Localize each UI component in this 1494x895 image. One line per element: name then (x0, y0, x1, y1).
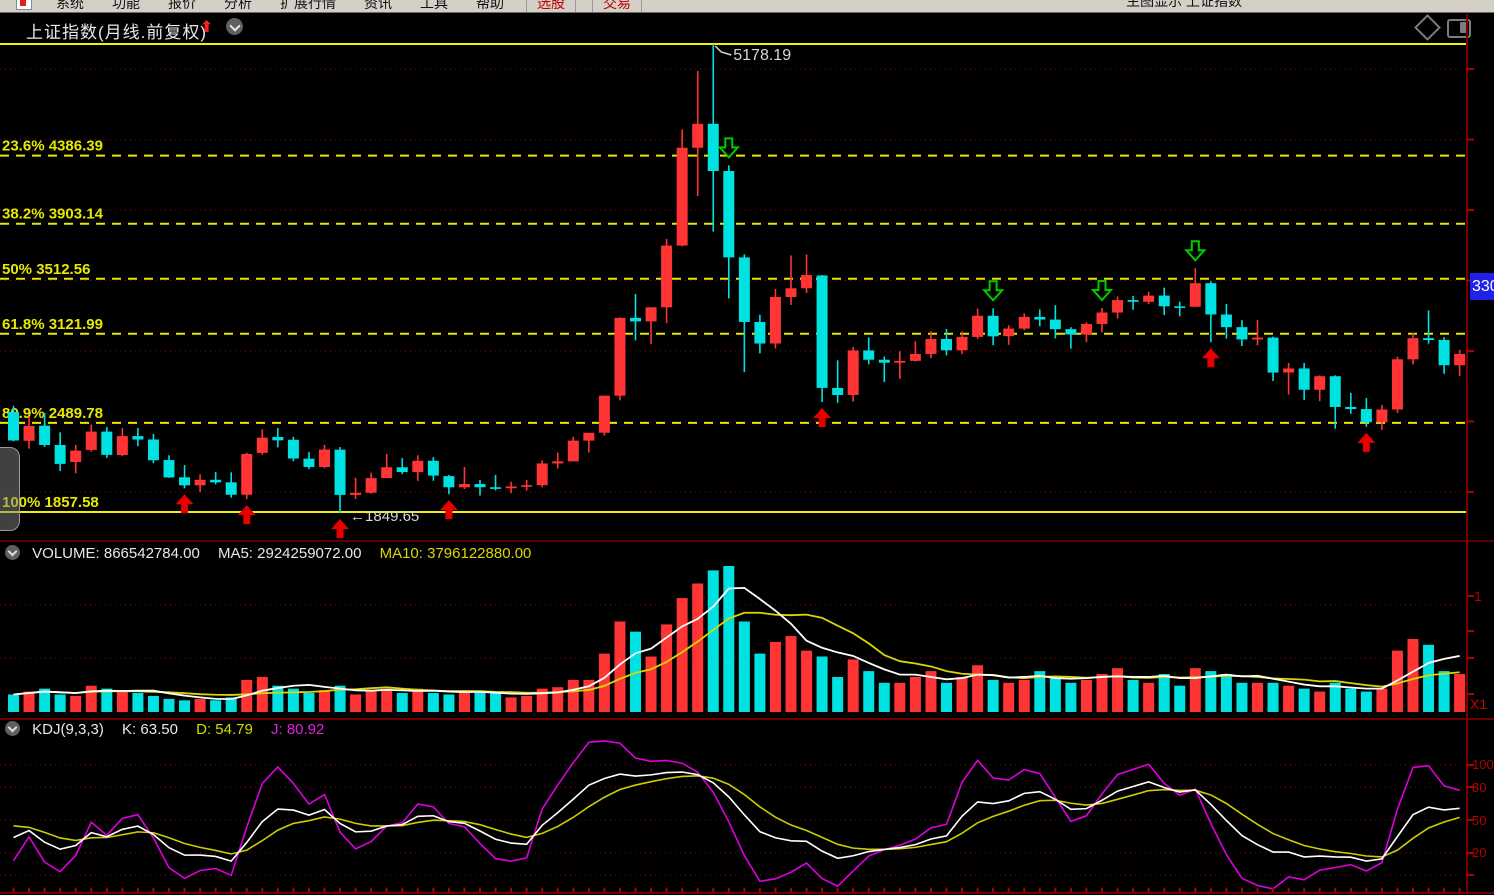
app-logo-icon (16, 0, 32, 10)
up-trend-arrow-icon: ⬆ (200, 19, 214, 36)
volume-value: VOLUME: 866542784.00 (32, 545, 200, 562)
kdj-k-value: K: 63.50 (122, 721, 178, 738)
fibonacci-levels: 23.6% 4386.39 38.2% 3903.14 50% 3512.56 61.… (0, 43, 1467, 513)
kdj-d-value: D: 54.79 (196, 721, 253, 738)
menu-item-highlight[interactable]: 选股 (526, 0, 576, 12)
kdj-axis-label-80: 80 (1472, 780, 1487, 795)
date-axis (0, 888, 1494, 894)
chart-title: 上证指数(月线.前复权) (26, 23, 208, 42)
candlestick-series[interactable] (8, 44, 1466, 514)
menu-item[interactable]: 工具 (420, 0, 448, 11)
menu-item[interactable]: 报价 (168, 0, 196, 11)
menu-item[interactable]: 资讯 (364, 0, 392, 11)
svg-text:80.9% 2489.78: 80.9% 2489.78 (2, 405, 103, 422)
chart-title-bar: 上证指数(月线.前复权) ⬆ (0, 14, 1494, 42)
menu-item[interactable]: 帮助 (476, 0, 504, 11)
pane-separators (0, 540, 1494, 720)
menu-item[interactable]: 分析 (224, 0, 252, 11)
kdj-axis-label-100: 100 (1472, 757, 1494, 772)
menu-right-text: 主图显示 上证指数 (1126, 0, 1242, 9)
svg-text:100% 1857.58: 100% 1857.58 (2, 494, 99, 511)
scroll-left-overlay[interactable] (0, 447, 20, 531)
menu-item[interactable]: 系统 (56, 0, 84, 11)
collapse-pane-icon[interactable] (5, 721, 20, 736)
price-gridlines (0, 68, 1467, 493)
collapse-pane-icon[interactable] (5, 545, 20, 560)
volume-pane-header: VOLUME: 866542784.00 MA5: 2924259072.00 … (0, 545, 545, 565)
svg-text:←1849.65: ←1849.65 (350, 508, 419, 525)
volume-bars[interactable] (8, 566, 1466, 712)
svg-text:23.6% 4386.39: 23.6% 4386.39 (2, 138, 103, 155)
price-annotations: 5178.19 ←1849.65 (350, 45, 791, 525)
kdj-lines[interactable] (12, 740, 1460, 890)
svg-text:50% 3512.56: 50% 3512.56 (2, 261, 90, 278)
svg-text:5178.19: 5178.19 (733, 47, 791, 64)
svg-text:38.2% 3903.14: 38.2% 3903.14 (2, 206, 104, 223)
kdj-axis-label-20: 20 (1472, 845, 1487, 860)
menu-item[interactable]: 扩展行情 (280, 0, 336, 11)
volume-multiplier-label: X1 (1470, 696, 1488, 712)
svg-text:61.8% 3121.99: 61.8% 3121.99 (2, 316, 103, 333)
menu-row: 系统 功能 报价 分析 扩展行情 资讯 工具 帮助 选股 交易 (0, 0, 1494, 12)
volume-axis-label: 1 (1474, 588, 1482, 604)
kdj-indicator-label: KDJ(9,3,3) (32, 721, 104, 738)
signal-arrows (175, 137, 1376, 539)
kdj-axis-label-50: 50 (1472, 813, 1487, 828)
panel-layout-icon[interactable] (1447, 19, 1471, 38)
kdj-j-value: J: 80.92 (271, 721, 325, 738)
kdj-pane-header: KDJ(9,3,3) K: 63.50 D: 54.79 J: 80.92 (0, 721, 338, 741)
menu-item[interactable]: 功能 (112, 0, 140, 11)
volume-ma-lines (13, 586, 1460, 701)
chevron-down-icon[interactable] (226, 18, 243, 35)
volume-ma5-value: MA5: 2924259072.00 (217, 545, 362, 562)
price-level-tag: 3300 (1470, 273, 1494, 300)
menu-bar: 系统 功能 报价 分析 扩展行情 资讯 工具 帮助 选股 交易 主图显示 上证指数 (0, 0, 1494, 13)
menu-item-highlight[interactable]: 交易 (592, 0, 642, 12)
volume-ma10-value: MA10: 3796122880.00 (379, 545, 532, 562)
